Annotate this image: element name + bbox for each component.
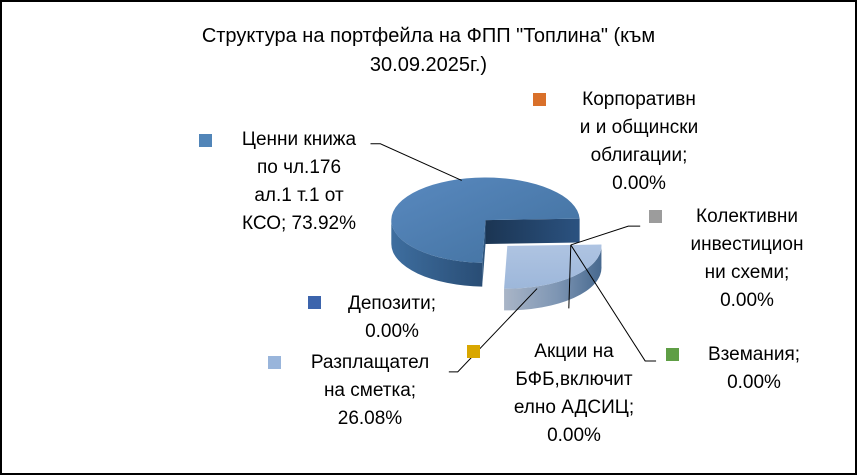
data-label-kolek: Колективни инвестицион ни схеми; 0.00% (667, 203, 827, 315)
legend-marker-korp (533, 93, 546, 106)
leader-line-cenni (370, 143, 462, 181)
data-label-line: на сметка; (323, 380, 417, 401)
pie-main-notch-right-wall (485, 218, 580, 244)
data-label-line: 0.00% (720, 290, 774, 311)
leader-line-vzem (570, 244, 657, 362)
chart-title-line-1: Структура на портфейла на ФПП "Топлина" … (201, 25, 656, 47)
data-label-line: ни схеми; (704, 262, 790, 283)
data-label-korp: Корпоративн и и общински облигации; 0.00% (559, 86, 719, 198)
pie-main-notch-left-wall (482, 220, 486, 287)
legend-marker-depoz (308, 296, 321, 309)
data-label-line: Акции на (534, 341, 614, 362)
data-label-depoz: Депозити; 0.00% (317, 290, 467, 346)
leader-line-kolek (570, 225, 641, 246)
data-label-cenni: Ценни книжа по чл.176 ал.1 т.1 от КСО; 73.9… (214, 126, 384, 238)
data-label-line: 0.00% (612, 173, 666, 194)
data-label-line: и и общински (579, 117, 699, 138)
pie-main-rim (391, 220, 483, 287)
data-label-line: облигации; (590, 145, 688, 166)
leader-line-akcii (568, 244, 572, 309)
chart-title-line-2: 30.09.2025г.) (369, 54, 488, 76)
legend-marker-razpl (268, 356, 281, 369)
pie-main-top (391, 177, 580, 263)
data-label-line: 0.00% (365, 321, 419, 342)
leader-line-razpl (448, 288, 538, 373)
data-label-line: ал.1 т.1 от (254, 185, 344, 206)
data-label-akcii: Акции на БФБ,включит елно АДСИЦ; 0.00% (494, 338, 654, 450)
data-label-line: Ценни книжа (241, 129, 357, 150)
data-label-razpl: Разплащател на сметка; 26.08% (290, 349, 450, 433)
data-label-vzem: Вземания; 0.00% (674, 341, 834, 397)
data-label-line: Вземания; (707, 344, 801, 365)
data-label-line: Разплащател (310, 352, 430, 373)
chart-title: Структура на портфейла на ФПП "Топлина" … (2, 22, 855, 80)
legend-marker-kolek (649, 210, 662, 223)
data-label-line: по чл.176 (256, 157, 342, 178)
data-label-line: 26.08% (337, 408, 403, 429)
data-label-line: инвестицион (690, 234, 804, 255)
pie-exploded-rim (504, 244, 602, 311)
data-label-line: Депозити; (348, 293, 436, 314)
legend-marker-cenni (199, 134, 212, 147)
data-label-line: 0.00% (727, 372, 781, 393)
data-label-line: Корпоративн (582, 89, 696, 110)
data-label-line: БФБ,включит (515, 369, 633, 390)
legend-marker-akcii (467, 345, 480, 358)
data-label-line: елно АДСИЦ; (513, 397, 635, 418)
data-label-line: КСО; 73.92% (242, 213, 356, 234)
legend-marker-vzem (666, 348, 679, 361)
data-label-line: 0.00% (547, 425, 601, 446)
data-label-line: Колективни (696, 206, 798, 227)
